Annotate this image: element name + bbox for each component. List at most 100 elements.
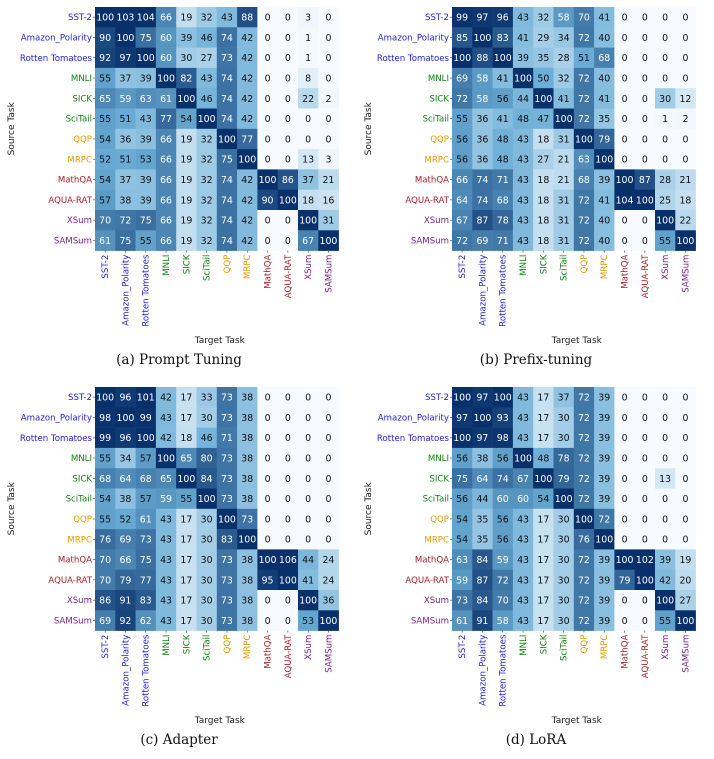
- heatmap-cell: [257, 27, 278, 48]
- heatmap-cell: [277, 508, 299, 530]
- cell-value-label: 42: [241, 195, 253, 206]
- cell-value-label: 54: [456, 535, 468, 546]
- heatmap-cell: [573, 610, 595, 631]
- cell-value-label: 74: [221, 94, 233, 105]
- heatmap-cell: [472, 549, 493, 570]
- x-tick-label-mrpc: MRPC: [600, 635, 610, 660]
- heatmap-cell: [115, 427, 136, 449]
- heatmap-cell: [594, 7, 615, 28]
- heatmap-cell: [176, 189, 197, 211]
- cell-value-label: 28: [558, 53, 570, 64]
- heatmap-cell: [472, 447, 493, 469]
- heatmap-cell: [135, 407, 157, 428]
- heatmap-cell: [472, 7, 493, 28]
- heatmap-cell: [492, 508, 514, 530]
- heatmap-cell: [472, 590, 493, 611]
- heatmap-cell: [318, 590, 339, 611]
- cell-value-label: 58: [476, 94, 488, 105]
- heatmap-cell: [573, 67, 595, 89]
- heatmap-cell: [196, 488, 218, 510]
- heatmap-cell: [492, 549, 514, 570]
- heatmap-cell: [298, 230, 319, 251]
- heatmap-cell: [257, 447, 278, 469]
- heatmap-cell: [614, 88, 635, 109]
- cell-value-label: 72: [578, 555, 590, 566]
- cell-value-label: 24: [322, 575, 334, 586]
- heatmap-cell: [512, 88, 534, 109]
- cell-value-label: 12: [679, 94, 691, 105]
- cell-value-label: 35: [476, 514, 488, 525]
- cell-value-label: 100: [116, 33, 134, 44]
- heatmap-cell: [176, 407, 197, 428]
- heatmap-cell: [553, 508, 575, 530]
- heatmap-cell: [553, 569, 575, 591]
- cell-value-label: 0: [285, 616, 291, 627]
- y-axis-label: Source Task: [7, 481, 17, 535]
- cell-value-label: 3: [325, 155, 331, 166]
- heatmap-cell: [298, 27, 319, 48]
- cell-value-label: 0: [642, 73, 648, 84]
- heatmap-cell: [634, 47, 656, 69]
- y-tick-label-mathqa: MathQA: [415, 176, 449, 186]
- heatmap-cell: [115, 508, 136, 530]
- cell-value-label: 43: [160, 555, 172, 566]
- heatmap-cell: [594, 27, 615, 48]
- heatmap-cell: [634, 427, 656, 449]
- cell-value-label: 73: [221, 474, 233, 485]
- cell-value-label: 0: [622, 596, 628, 607]
- heatmap-cell: [135, 488, 157, 510]
- cell-value-label: 21: [679, 175, 691, 186]
- heatmap-cell: [472, 508, 493, 530]
- heatmap-cell: [318, 549, 339, 570]
- cell-value-label: 0: [642, 413, 648, 424]
- cell-value-label: 84: [476, 555, 488, 566]
- heatmap-cell: [95, 7, 116, 28]
- heatmap-cell: [115, 407, 136, 428]
- cell-value-label: 30: [558, 616, 570, 627]
- cell-value-label: 96: [497, 13, 509, 24]
- heatmap-cell: [155, 387, 177, 408]
- heatmap-cell: [594, 149, 615, 170]
- cell-value-label: 95: [262, 575, 274, 586]
- y-tick-label-sick: SICK: [429, 94, 449, 104]
- cell-value-label: 100: [238, 535, 256, 546]
- heatmap-cell: [196, 427, 218, 449]
- heatmap-cell: [176, 488, 197, 510]
- cell-value-label: 27: [201, 53, 213, 64]
- cell-value-label: 100: [473, 33, 491, 44]
- heatmap-cell: [298, 508, 319, 530]
- heatmap-cell: [115, 549, 136, 570]
- heatmap-cell: [573, 508, 595, 530]
- x-tick-label-qqp: QQP: [223, 635, 233, 654]
- cell-value-label: 100: [555, 114, 573, 125]
- heatmap-cell: [196, 569, 218, 591]
- cell-value-label: 100: [238, 155, 256, 166]
- heatmap-cell: [452, 210, 473, 231]
- cell-value-label: 54: [180, 114, 192, 125]
- cell-value-label: 42: [659, 575, 671, 586]
- cell-value-label: 50: [537, 73, 549, 84]
- heatmap-cell: [298, 67, 319, 89]
- heatmap-cell: [614, 387, 635, 408]
- cell-value-label: 41: [598, 13, 610, 24]
- heatmap-cell: [492, 47, 514, 69]
- cell-value-label: 36: [322, 596, 334, 607]
- heatmap-cell: [614, 230, 635, 251]
- cell-value-label: 42: [241, 216, 253, 227]
- y-tick-label-sst-2: SST-2: [425, 13, 449, 23]
- heatmap-cell: [135, 189, 157, 211]
- heatmap-cell: [257, 590, 278, 611]
- heatmap-cell: [257, 529, 278, 550]
- heatmap-cell: [614, 108, 635, 130]
- heatmap-cell: [655, 108, 676, 130]
- cell-value-label: 21: [558, 175, 570, 186]
- heatmap-cell: [655, 27, 676, 48]
- heatmap-cell: [216, 407, 238, 428]
- cell-value-label: 100: [299, 216, 317, 227]
- heatmap-cell: [634, 610, 656, 631]
- heatmap-cell: [512, 67, 534, 89]
- heatmap-cell: [237, 569, 258, 591]
- heatmap-prompt-tuning: 100 103 104 66 19 32 43 88 0 0 3 090 100 75 60 39 46 74 42…: [7, 7, 339, 368]
- cell-value-label: 0: [622, 535, 628, 546]
- cell-value-label: 38: [241, 453, 253, 464]
